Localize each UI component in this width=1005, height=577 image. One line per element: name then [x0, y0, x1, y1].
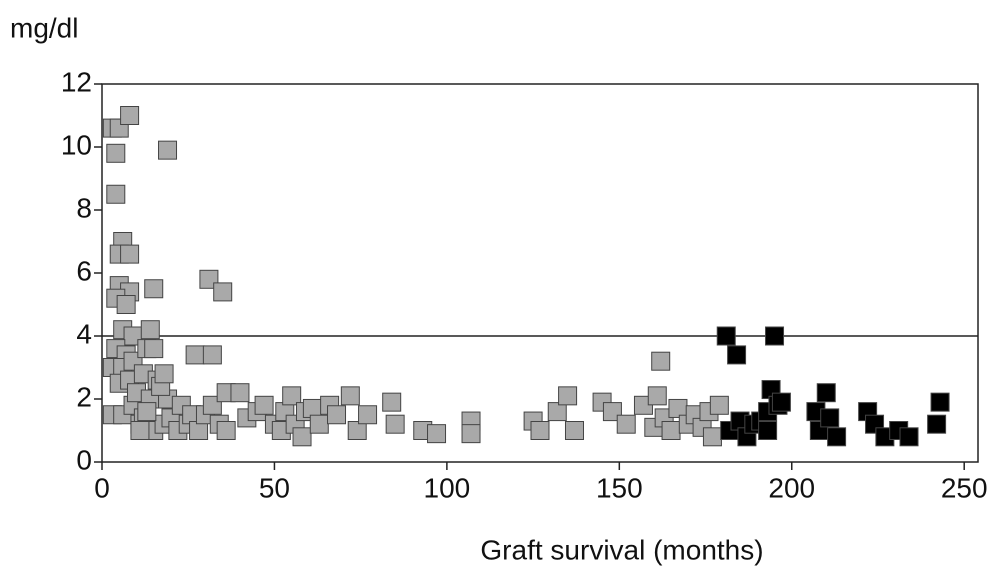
x-tick-label: 250	[941, 472, 988, 503]
point	[564, 421, 584, 440]
point	[202, 345, 222, 365]
point	[185, 345, 205, 365]
point	[340, 386, 360, 406]
point	[530, 421, 550, 440]
point	[347, 421, 367, 440]
y-tick-label: 8	[76, 192, 92, 223]
x-tick-label: 200	[768, 472, 815, 503]
point	[702, 427, 722, 447]
point	[120, 106, 140, 125]
point	[282, 386, 302, 406]
point	[820, 408, 840, 428]
y-tick-label: 10	[61, 129, 92, 160]
point	[309, 414, 329, 434]
point	[661, 421, 681, 440]
point	[144, 339, 164, 359]
point	[154, 364, 174, 384]
point	[547, 402, 567, 422]
point	[616, 414, 636, 434]
y-tick-label: 6	[76, 255, 92, 286]
point	[358, 405, 378, 425]
y-tick-label: 12	[61, 66, 92, 97]
x-axis-label: Graft survival (months)	[480, 534, 763, 565]
point	[144, 279, 164, 299]
point	[382, 392, 402, 412]
x-tick-label: 50	[259, 472, 290, 503]
y-tick-label: 4	[76, 318, 92, 349]
point	[558, 386, 578, 406]
point	[930, 392, 950, 412]
y-tick-label: 0	[76, 444, 92, 475]
y-tick-label: 2	[76, 381, 92, 412]
point	[292, 427, 312, 447]
point	[427, 424, 447, 444]
point	[816, 383, 836, 403]
point	[130, 421, 150, 440]
point	[230, 383, 250, 403]
point	[158, 140, 178, 160]
x-tick-label: 100	[424, 472, 471, 503]
point	[140, 320, 160, 340]
x-tick-label: 150	[596, 472, 643, 503]
point	[758, 421, 778, 440]
point	[709, 395, 729, 415]
point	[765, 326, 785, 346]
point	[927, 414, 947, 434]
point	[716, 326, 736, 346]
plot-frame	[101, 83, 979, 463]
x-tick-label: 0	[94, 472, 110, 503]
point	[216, 421, 236, 440]
point	[899, 427, 919, 447]
point	[213, 282, 233, 302]
point	[651, 351, 671, 371]
point	[116, 295, 136, 314]
point	[137, 402, 157, 422]
point	[771, 392, 791, 412]
point	[385, 414, 405, 434]
point	[647, 386, 667, 406]
point	[254, 395, 274, 415]
point	[727, 345, 747, 365]
y-axis-label: mg/dl	[10, 12, 78, 43]
point	[461, 424, 481, 444]
point	[327, 405, 347, 425]
point	[120, 244, 140, 264]
point	[106, 184, 126, 204]
point	[106, 143, 126, 163]
point	[827, 427, 847, 447]
